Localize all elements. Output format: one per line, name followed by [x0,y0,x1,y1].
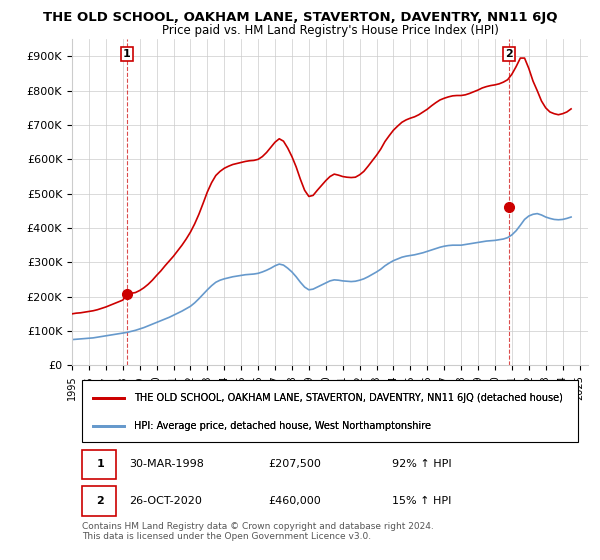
Text: £460,000: £460,000 [268,496,321,506]
FancyBboxPatch shape [82,450,116,479]
Text: Contains HM Land Registry data © Crown copyright and database right 2024.
This d: Contains HM Land Registry data © Crown c… [82,522,434,542]
Text: HPI: Average price, detached house, West Northamptonshire: HPI: Average price, detached house, West… [134,421,431,431]
Text: 2: 2 [505,49,513,59]
Text: HPI: Average price, detached house, West Northamptonshire: HPI: Average price, detached house, West… [134,421,431,431]
Text: £207,500: £207,500 [268,459,321,469]
Text: THE OLD SCHOOL, OAKHAM LANE, STAVERTON, DAVENTRY, NN11 6JQ (detached house): THE OLD SCHOOL, OAKHAM LANE, STAVERTON, … [134,393,563,403]
Text: 92% ↑ HPI: 92% ↑ HPI [392,459,452,469]
FancyBboxPatch shape [82,380,578,442]
FancyBboxPatch shape [82,487,116,516]
Text: THE OLD SCHOOL, OAKHAM LANE, STAVERTON, DAVENTRY, NN11 6JQ (detached house): THE OLD SCHOOL, OAKHAM LANE, STAVERTON, … [134,393,563,403]
Text: THE OLD SCHOOL, OAKHAM LANE, STAVERTON, DAVENTRY, NN11 6JQ: THE OLD SCHOOL, OAKHAM LANE, STAVERTON, … [43,11,557,24]
Text: 2: 2 [97,496,104,506]
Title: Price paid vs. HM Land Registry's House Price Index (HPI): Price paid vs. HM Land Registry's House … [161,24,499,36]
Text: 1: 1 [97,459,104,469]
Text: 26-OCT-2020: 26-OCT-2020 [129,496,202,506]
Text: 1: 1 [123,49,131,59]
Text: 15% ↑ HPI: 15% ↑ HPI [392,496,451,506]
Text: 30-MAR-1998: 30-MAR-1998 [129,459,203,469]
